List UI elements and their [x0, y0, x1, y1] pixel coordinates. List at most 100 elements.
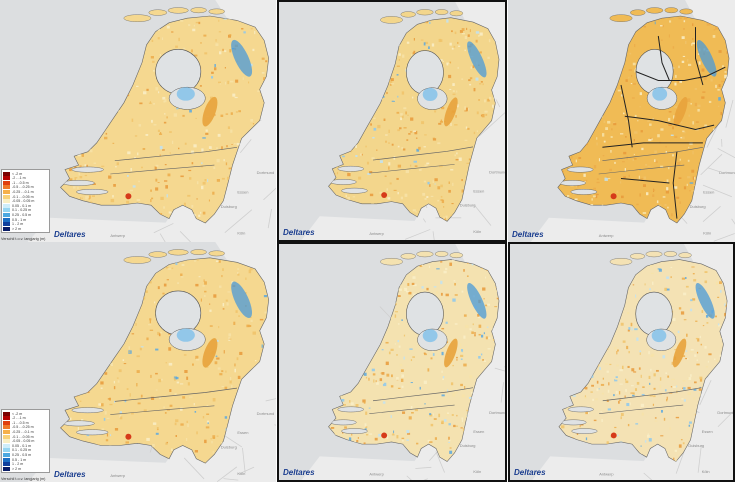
- legend-row: -2 - -1 m: [3, 176, 48, 181]
- legend-swatch: [3, 208, 10, 213]
- legend-row: 0.1 - 0.25 m: [3, 448, 48, 453]
- city-label: Duisburg: [460, 203, 476, 208]
- city-label: Köln: [702, 469, 710, 474]
- legend-swatch: [3, 185, 10, 190]
- city-label: Duisburg: [221, 444, 237, 449]
- city-label: Essen: [237, 430, 248, 435]
- legend-label: -2 - -1 m: [12, 176, 26, 181]
- legend-label: -0.25 - -0.1 m: [12, 189, 34, 194]
- legend-swatch: [3, 217, 10, 222]
- map-legend: < -2 m -2 - -1 m -1 - -0.5 m -0.5 - -0.25 m…: [1, 169, 50, 233]
- deltares-logo: Deltares: [283, 228, 315, 237]
- legend-label: > 2 m: [12, 466, 22, 471]
- deltares-logo: Deltares: [283, 468, 315, 477]
- legend-row: -0.25 - -0.1 m: [3, 429, 48, 435]
- legend-row: < -2 m: [3, 171, 48, 176]
- legend-row: -0.1 - -0.05 m: [3, 194, 48, 199]
- city-label: Köln: [473, 469, 481, 474]
- legend-label: 0.1 - 0.25 m: [12, 208, 32, 213]
- legend-swatch: [3, 439, 10, 444]
- city-label: Essen: [473, 188, 484, 193]
- legend-swatch: [3, 212, 10, 217]
- legend-swatch: [3, 226, 10, 231]
- city-label: Dortmund: [257, 411, 275, 416]
- map-panel-3: Essen Dortmund Duisburg Köln Antwerp Deltare…: [508, 0, 735, 242]
- legend-swatch: [3, 222, 10, 227]
- legend-swatch: [3, 452, 10, 457]
- legend-swatch: [3, 176, 10, 181]
- city-label: Dortmund: [489, 410, 505, 415]
- legend-row: -0.5 - -0.25 m: [3, 185, 48, 190]
- legend-label: < -2 m: [12, 171, 23, 176]
- legend-row: > 2 m: [3, 466, 48, 471]
- legend-row: -0.5 - -0.25 m: [3, 425, 48, 430]
- legend-row: 1 - 2 m: [3, 462, 48, 467]
- city-label: Duisburg: [221, 204, 237, 209]
- legend-row: -0.1 - -0.05 m: [3, 434, 48, 439]
- legend-label: -0.5 - -0.25 m: [12, 425, 34, 430]
- legend-row: > 2 m: [3, 226, 48, 231]
- deltares-logo: Deltares: [54, 470, 86, 479]
- legend-swatch: [3, 429, 10, 434]
- map-panel-6: Essen Dortmund Duisburg Köln Antwerp Deltare…: [508, 242, 735, 482]
- legend-swatch: [3, 434, 10, 439]
- legend-swatch: [3, 180, 10, 185]
- legend-row: 0.25 - 0.5 m: [3, 212, 48, 218]
- map-legend: < -2 m -2 - -1 m -1 - -0.5 m -0.5 - -0.25 m…: [1, 409, 50, 473]
- map-panel-2: Essen Dortmund Duisburg Köln Antwerp Deltare…: [277, 0, 507, 242]
- legend-row: -0.05 - 0.05 m: [3, 199, 48, 204]
- netherlands-map: Essen Dortmund Duisburg Köln Antwerp: [0, 0, 276, 242]
- deltares-logo: Deltares: [54, 230, 86, 239]
- city-label: Duisburg: [690, 204, 706, 209]
- city-label: Dortmund: [257, 170, 275, 175]
- legend-row: 0.25 - 0.5 m: [3, 452, 48, 458]
- legend-swatch: [3, 199, 10, 204]
- city-label: Essen: [703, 190, 714, 195]
- legend-row: 0.05 - 0.1 m: [3, 203, 48, 208]
- legend-row: -0.25 - -0.1 m: [3, 189, 48, 195]
- city-label: Antwerp: [369, 231, 384, 236]
- city-label: Essen: [473, 429, 484, 434]
- legend-label: 0.1 - 0.25 m: [12, 448, 32, 453]
- legend-row: 1 - 2 m: [3, 222, 48, 227]
- legend-row: -0.05 - 0.05 m: [3, 439, 48, 444]
- legend-swatch: [3, 189, 10, 194]
- legend-caption: Verschil t.o.v. langjarig (m): [1, 237, 46, 241]
- legend-label: -1 - -0.5 m: [12, 180, 29, 185]
- legend-label: 0.05 - 0.1 m: [12, 443, 32, 448]
- legend-caption: Verschil t.o.v. langjarig (m): [1, 477, 46, 481]
- legend-row: 0.1 - 0.25 m: [3, 208, 48, 213]
- city-label: Antwerp: [599, 471, 614, 476]
- netherlands-map: Essen Dortmund Duisburg Köln Antwerp: [508, 0, 735, 242]
- deltares-logo: Deltares: [514, 468, 546, 477]
- legend-label: -2 - -1 m: [12, 416, 26, 421]
- legend-label: -0.5 - -0.25 m: [12, 185, 34, 190]
- legend-row: -1 - -0.5 m: [3, 180, 48, 185]
- legend-row: 0.05 - 0.1 m: [3, 443, 48, 448]
- netherlands-map: Essen Dortmund Duisburg Köln Antwerp: [279, 2, 505, 240]
- legend-swatch: [3, 416, 10, 421]
- city-label: Antwerp: [110, 233, 125, 238]
- legend-swatch: [3, 448, 10, 453]
- legend-row: -1 - -0.5 m: [3, 420, 48, 425]
- legend-swatch: [3, 457, 10, 462]
- map-panel-4: Essen Dortmund Duisburg Köln Antwerp < -2 m-…: [0, 242, 276, 482]
- legend-row: -2 - -1 m: [3, 416, 48, 421]
- legend-swatch: [3, 203, 10, 208]
- city-label: Köln: [237, 231, 245, 236]
- legend-row: < -2 m: [3, 411, 48, 416]
- legend-label: 0.5 - 1 m: [12, 457, 27, 462]
- deltares-logo: Deltares: [512, 230, 544, 239]
- map-panel-1: Essen Dortmund Duisburg Köln Antwerp < -2 m-…: [0, 0, 276, 242]
- legend-label: -0.05 - 0.05 m: [12, 439, 35, 444]
- city-label: Antwerp: [369, 471, 384, 476]
- legend-swatch: [3, 443, 10, 448]
- legend-label: 0.05 - 0.1 m: [12, 203, 32, 208]
- legend-row: 0.5 - 1 m: [3, 217, 48, 222]
- legend-label: -1 - -0.5 m: [12, 420, 29, 425]
- legend-swatch: [3, 411, 10, 416]
- city-label: Dortmund: [717, 410, 733, 415]
- legend-label: -0.1 - -0.05 m: [12, 194, 34, 199]
- city-label: Essen: [702, 429, 713, 434]
